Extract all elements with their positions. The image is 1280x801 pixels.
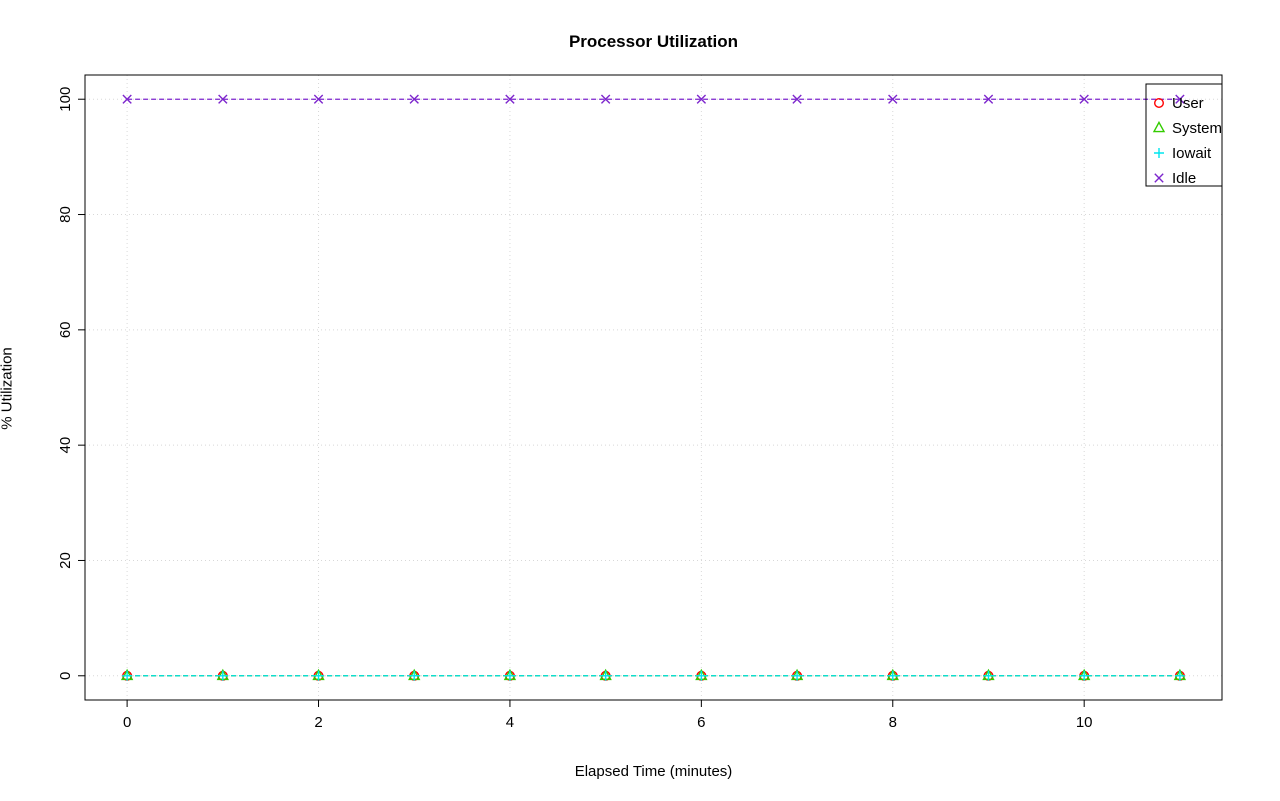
marker-triangle [1152,120,1166,133]
marker-plus [122,670,133,681]
marker-x [218,94,228,104]
marker-plus [792,670,803,681]
marker-x [600,94,611,104]
x-axis-label: Elapsed Time (minutes) [574,763,733,780]
legend-label-system: System [1172,120,1222,137]
marker-x [313,94,324,104]
marker-plus [696,670,707,681]
marker-x [505,94,515,104]
marker-x [409,94,419,104]
x-tick-label: 2 [314,714,322,731]
plot-box [84,74,1223,701]
x-tick-label: 0 [123,714,131,731]
x-tick-label: 4 [506,714,514,731]
marker-x [1175,94,1185,104]
legend-label-iowait: Iowait [1172,145,1212,162]
marker-plus [1174,670,1185,681]
marker-plus [600,670,611,681]
marker-x [696,94,707,104]
y-tick-label: 100 [57,87,74,112]
marker-plus [217,670,228,681]
legend-label-user: User [1172,95,1204,112]
marker-circle [1153,97,1164,108]
marker-x [1079,94,1089,104]
y-tick-label: 0 [57,672,74,680]
legend-box [1145,83,1223,187]
x-tick-label: 8 [889,714,897,731]
marker-x [888,94,898,104]
marker-x [122,94,132,104]
marker-x [1154,173,1164,183]
marker-plus [887,670,898,681]
y-tick-label: 80 [57,206,74,223]
marker-x [792,94,802,104]
x-tick-label: 10 [1076,714,1093,731]
marker-plus [409,670,420,681]
marker-plus [1154,148,1164,158]
marker-plus [313,670,324,681]
chart-title: Processor Utilization [568,32,739,51]
x-tick-label: 6 [697,714,705,731]
marker-plus [504,670,515,681]
marker-plus [983,670,994,681]
y-tick-label: 20 [57,552,74,569]
marker-x [983,94,994,104]
marker-plus [1079,670,1090,681]
legend-label-idle: Idle [1172,170,1196,187]
y-tick-label: 40 [57,437,74,454]
y-tick-label: 60 [57,321,74,338]
